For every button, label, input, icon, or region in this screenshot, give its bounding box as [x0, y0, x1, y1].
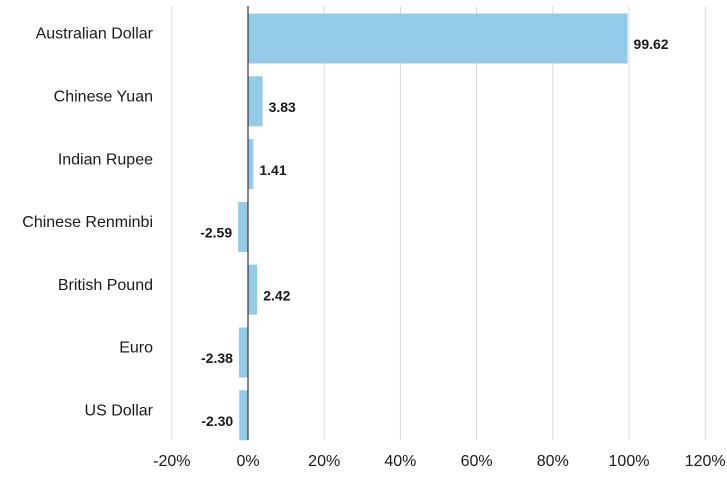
bar-euro	[238, 327, 248, 378]
x-tick-label: 60%	[461, 453, 493, 470]
data-label: 99.62	[634, 36, 669, 52]
data-label: -2.38	[201, 350, 233, 366]
category-label: Chinese Yuan	[54, 89, 153, 106]
bar-british-pound	[248, 264, 258, 315]
x-tick-label: 120%	[685, 453, 726, 470]
data-label: 3.83	[269, 99, 296, 115]
x-tick-label: 0%	[236, 453, 259, 470]
bar-chinese-yuan	[248, 76, 263, 127]
x-tick-label: 100%	[609, 453, 650, 470]
bar-australian-dollar	[248, 13, 628, 64]
bar-indian-rupee	[248, 139, 254, 190]
data-label: -2.59	[200, 225, 232, 241]
x-tick-label: 80%	[537, 453, 569, 470]
category-label: British Pound	[58, 277, 153, 294]
bar-us-dollar	[239, 390, 248, 441]
data-label: 1.41	[259, 162, 286, 178]
x-tick-label: 40%	[384, 453, 416, 470]
x-tick-label: -20%	[153, 453, 190, 470]
x-tick-label: 20%	[308, 453, 340, 470]
data-label: -2.30	[201, 413, 233, 429]
category-label: Australian Dollar	[36, 26, 154, 43]
category-label: Euro	[119, 340, 153, 357]
category-label: Indian Rupee	[58, 151, 153, 168]
category-label: Chinese Renminbi	[22, 214, 153, 231]
bar-chinese-renminbi	[238, 201, 248, 252]
category-label: US Dollar	[85, 403, 154, 420]
data-label: 2.42	[263, 287, 290, 303]
